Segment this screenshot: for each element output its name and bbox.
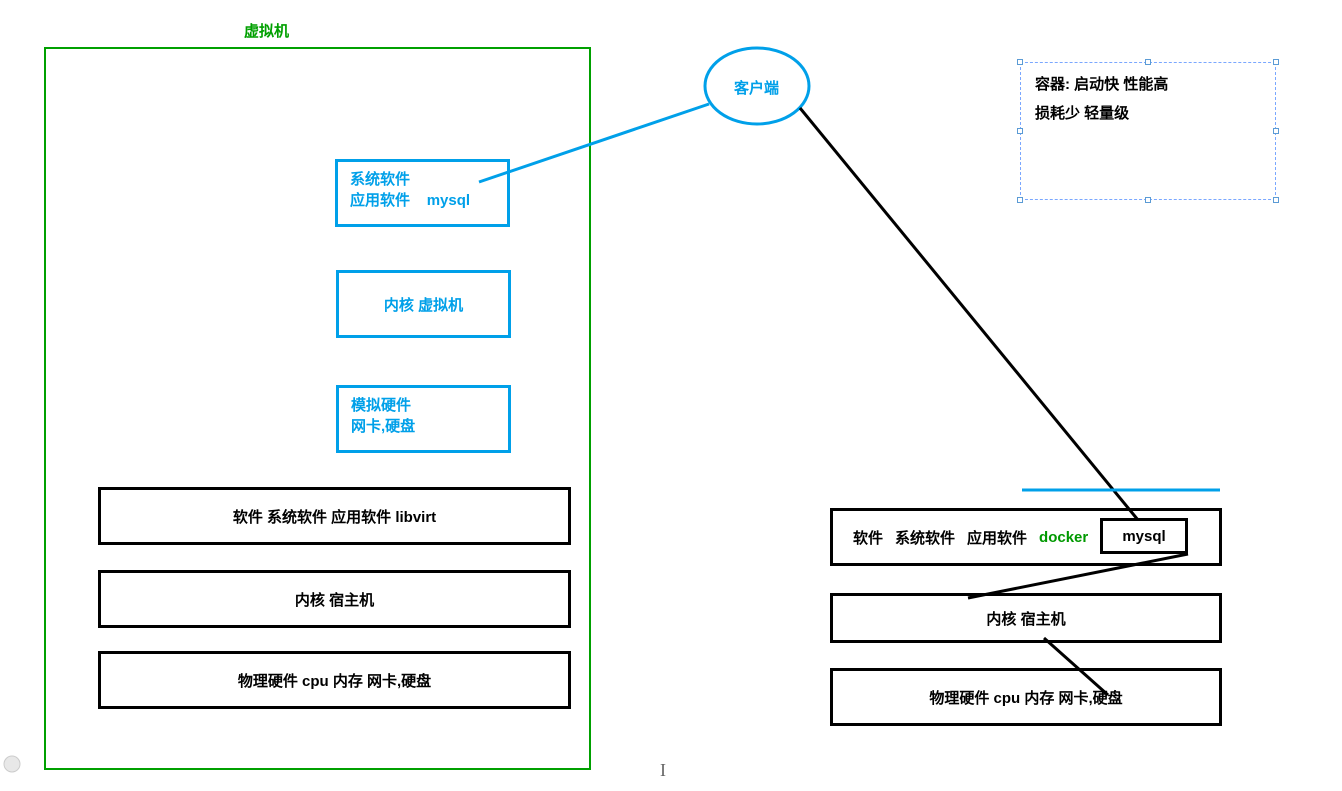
- vm-hw-box: 模拟硬件 网卡,硬盘: [336, 385, 511, 453]
- vm-software-text: 软件 系统软件 应用软件 libvirt: [233, 506, 436, 527]
- vm-app-line2: 应用软件 mysql: [350, 189, 495, 210]
- docker-sw-p1: 软件: [853, 527, 883, 548]
- vm-app-box: 系统软件 应用软件 mysql: [335, 159, 510, 227]
- vm-app-line1: 系统软件: [350, 168, 495, 189]
- vm-app-line2-a: 应用软件: [350, 192, 410, 209]
- vm-title: 虚拟机: [244, 20, 289, 41]
- docker-kernel-row: 内核 宿主机: [830, 593, 1222, 643]
- vm-hw-line2: 网卡,硬盘: [351, 415, 496, 436]
- docker-phys-text: 物理硬件 cpu 内存 网卡,硬盘: [929, 687, 1122, 708]
- vm-kernel-text: 内核 虚拟机: [384, 294, 463, 315]
- docker-mysql-box: mysql: [1100, 518, 1188, 554]
- vm-phys-text: 物理硬件 cpu 内存 网卡,硬盘: [238, 670, 431, 691]
- vm-host-kernel-row: 内核 宿主机: [98, 570, 571, 628]
- corner-dot: [4, 756, 20, 772]
- vm-phys-row: 物理硬件 cpu 内存 网卡,硬盘: [98, 651, 571, 709]
- docker-sw-p2: 系统软件: [895, 527, 955, 548]
- vm-kernel-box: 内核 虚拟机: [336, 270, 511, 338]
- vm-software-row: 软件 系统软件 应用软件 libvirt: [98, 487, 571, 545]
- client-label: 客户端: [734, 77, 779, 98]
- docker-phys-row: 物理硬件 cpu 内存 网卡,硬盘: [830, 668, 1222, 726]
- text-cursor: I: [660, 760, 666, 781]
- vm-hw-line1: 模拟硬件: [351, 394, 496, 415]
- container-note-box[interactable]: 容器: 启动快 性能高 损耗少 轻量级: [1020, 62, 1276, 200]
- vm-app-line2-b: mysql: [427, 192, 470, 209]
- docker-sw-p4: docker: [1039, 529, 1088, 546]
- docker-kernel-text: 内核 宿主机: [986, 608, 1065, 629]
- container-note-line1: 容器: 启动快 性能高: [1035, 73, 1261, 94]
- container-note-line2: 损耗少 轻量级: [1035, 102, 1261, 123]
- docker-mysql-text: mysql: [1122, 528, 1165, 545]
- vm-host-kernel-text: 内核 宿主机: [295, 589, 374, 610]
- docker-sw-p3: 应用软件: [967, 527, 1027, 548]
